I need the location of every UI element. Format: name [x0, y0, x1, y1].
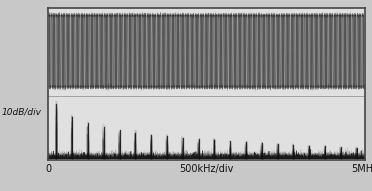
Text: 5MHz: 5MHz — [351, 164, 372, 174]
Text: 10dB/div: 10dB/div — [2, 108, 42, 117]
Text: 500kHz/div: 500kHz/div — [179, 164, 234, 174]
Text: 0: 0 — [45, 164, 51, 174]
